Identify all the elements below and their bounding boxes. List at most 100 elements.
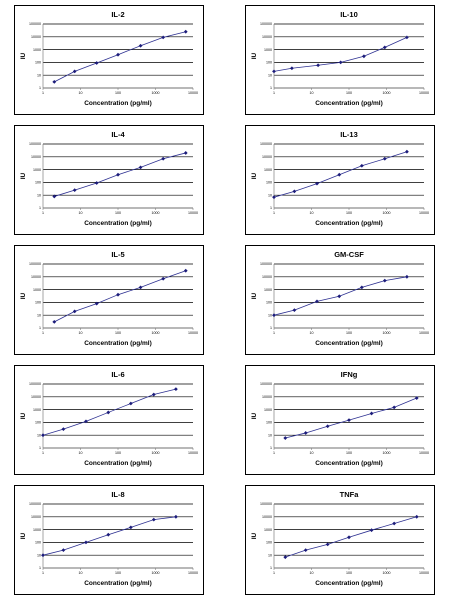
chart-title: IL-10	[340, 10, 358, 19]
chart-panel-il-2: IL-2 1 10 100 1000 10000 100000 1 10 100 1000 10000…	[14, 5, 204, 115]
x-axis-label: Concentration (pg/ml)	[84, 220, 152, 227]
y-tick-label: 1000	[264, 168, 272, 172]
y-tick-label: 10000	[262, 35, 272, 39]
x-tick-label: 1000	[383, 331, 391, 335]
chart-il-10: IL-10 1 10 100 1000 10000 100000 1 10 100 1000 1000…	[251, 10, 429, 107]
data-point-diamond	[161, 35, 166, 40]
data-point-diamond	[183, 268, 188, 273]
y-tick-label: 100000	[29, 22, 41, 26]
x-tick-label: 10	[79, 91, 83, 95]
x-tick-label: 10000	[419, 571, 429, 575]
data-point-diamond	[41, 433, 45, 438]
data-point-diamond	[414, 514, 419, 519]
data-point-diamond	[72, 309, 77, 314]
x-tick-label: 10	[310, 331, 314, 335]
data-point-diamond	[61, 548, 66, 553]
x-tick-label: 10000	[419, 451, 429, 455]
x-axis-label: Concentration (pg/ml)	[84, 340, 152, 347]
y-tick-label: 100	[35, 541, 41, 545]
x-axis-label: Concentration (pg/ml)	[315, 220, 383, 227]
y-tick-label: 1000	[33, 288, 41, 292]
x-tick-label: 10000	[188, 91, 198, 95]
x-tick-label: 1000	[383, 451, 391, 455]
x-tick-label: 1000	[383, 91, 391, 95]
data-point-diamond	[405, 274, 409, 279]
x-tick-label: 10000	[188, 451, 198, 455]
x-tick-label: 1	[273, 571, 275, 575]
data-point-diamond	[359, 285, 364, 290]
y-axis-label: IU	[251, 52, 258, 59]
chart-gm-csf: GM-CSF 1 10 100 1000 10000 100000 1 10 100 1000 100…	[251, 250, 429, 347]
data-point-diamond	[183, 151, 188, 155]
x-tick-label: 1	[273, 451, 275, 455]
y-tick-label: 1	[270, 206, 272, 210]
x-tick-label: 10	[310, 451, 314, 455]
data-point-diamond	[183, 29, 188, 34]
y-tick-label: 1	[270, 326, 272, 330]
x-tick-label: 1000	[383, 211, 391, 215]
y-tick-label: 10000	[262, 395, 272, 399]
y-axis-label: IU	[20, 52, 27, 59]
x-tick-label: 1	[273, 331, 275, 335]
y-axis-label: IU	[251, 292, 258, 299]
y-tick-label: 100	[266, 61, 272, 65]
y-tick-label: 10000	[262, 275, 272, 279]
data-point-diamond	[272, 313, 276, 318]
data-point-diamond	[283, 555, 288, 560]
data-point-diamond	[151, 392, 156, 397]
data-point-diamond	[151, 517, 156, 522]
y-tick-label: 10	[268, 433, 272, 437]
y-tick-label: 10	[37, 433, 41, 437]
data-point-diamond	[52, 79, 57, 84]
data-point-diamond	[382, 45, 387, 50]
data-point-diamond	[174, 387, 178, 391]
data-point-diamond	[161, 276, 166, 281]
data-point-diamond	[392, 521, 397, 526]
chart-title: IL-13	[340, 130, 358, 139]
data-point-diamond	[369, 411, 374, 416]
x-tick-label: 1000	[152, 91, 160, 95]
data-point-diamond	[61, 427, 66, 431]
y-tick-label: 1000	[33, 168, 41, 172]
data-point-diamond	[303, 548, 308, 553]
data-point-diamond	[272, 69, 276, 74]
x-tick-label: 100	[346, 91, 352, 95]
y-tick-label: 10	[37, 553, 41, 557]
data-point-diamond	[116, 292, 120, 297]
y-tick-label: 100	[266, 301, 272, 305]
x-tick-label: 1	[42, 211, 44, 215]
x-tick-label: 100	[346, 571, 352, 575]
x-tick-label: 1000	[152, 331, 160, 335]
x-tick-label: 10000	[188, 211, 198, 215]
data-point-diamond	[347, 418, 351, 423]
chart-panel-il-6: IL-6 1 10 100 1000 10000 100000 1 10 100 1000 10000…	[14, 365, 204, 475]
chart-panel-il-4: IL-4 1 10 100 1000 10000 100000 1 10 100 1000 10000…	[14, 125, 204, 235]
series-line	[54, 31, 186, 83]
data-point-diamond	[72, 69, 77, 74]
x-tick-label: 1	[42, 91, 44, 95]
y-tick-label: 100	[266, 421, 272, 425]
y-tick-label: 1	[39, 206, 41, 210]
y-tick-label: 1	[270, 566, 272, 570]
y-tick-label: 100	[266, 541, 272, 545]
y-tick-label: 1000	[264, 48, 272, 52]
x-tick-label: 1	[42, 331, 44, 335]
data-point-diamond	[325, 542, 330, 547]
x-axis-label: Concentration (pg/ml)	[84, 580, 152, 587]
chart-panel-il-5: IL-5 1 10 100 1000 10000 100000 1 10 100 1000 10000…	[14, 245, 204, 355]
chart-ifng: IFNg 1 10 100 1000 10000 100000 1 10 100 1000 10000…	[251, 370, 429, 467]
y-tick-label: 10	[268, 313, 272, 317]
x-tick-label: 100	[115, 331, 121, 335]
data-point-diamond	[94, 181, 99, 185]
x-tick-label: 1	[273, 91, 275, 95]
x-tick-label: 10	[79, 451, 83, 455]
chart-title: IL-6	[111, 370, 124, 379]
y-tick-label: 1	[270, 446, 272, 450]
chart-tnfa: TNFa 1 10 100 1000 10000 100000 1 10 100 1000 10000…	[251, 490, 429, 587]
data-point-diamond	[272, 195, 276, 200]
y-tick-label: 10000	[31, 275, 41, 279]
x-axis-label: Concentration (pg/ml)	[315, 580, 383, 587]
y-tick-label: 100000	[260, 142, 272, 146]
data-point-diamond	[325, 424, 330, 429]
x-tick-label: 1000	[152, 571, 160, 575]
